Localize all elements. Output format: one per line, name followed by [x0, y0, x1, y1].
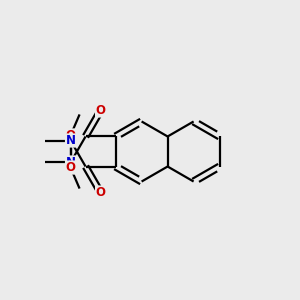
Text: O: O	[96, 186, 106, 199]
Text: O: O	[96, 104, 106, 117]
Text: O: O	[66, 129, 76, 142]
Text: O: O	[66, 161, 76, 174]
Text: N: N	[66, 156, 76, 169]
Text: N: N	[66, 134, 76, 147]
